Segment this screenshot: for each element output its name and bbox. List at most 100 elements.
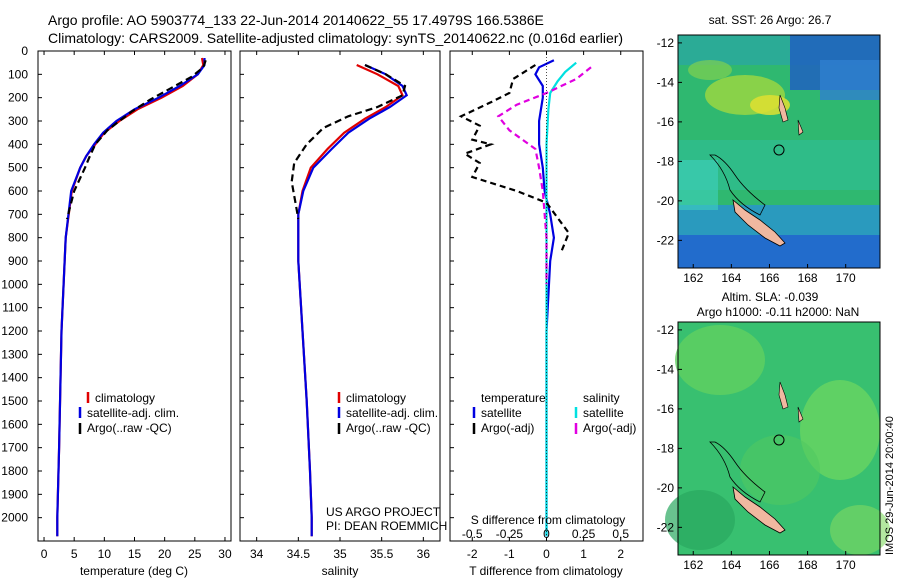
map-lon-label: 170 [836,558,856,572]
map-lat-label: -22 [657,233,675,247]
legend-climatology: climatology [95,391,155,405]
map-lat-label: -20 [657,194,675,208]
legend-argo: Argo(..raw -QC) [87,421,172,435]
series-line-satellite-adj-clim- [56,58,206,537]
x-tick-label: 35 [333,547,347,561]
legend-argo-s: Argo(..raw -QC) [346,421,431,435]
x-tick-label: 20 [158,547,172,561]
title-line-2: Climatology: CARS2009. Satellite-adjuste… [48,30,624,46]
map-lat-label: -12 [657,36,675,50]
series-line-argo-raw-qc- [65,59,207,220]
map-lon-label: 168 [798,558,818,572]
imos-timestamp: IMOS 29-Jun-2014 20:00:40 [884,416,896,555]
map-lat-label: -14 [657,362,675,376]
difference-xlabel: T difference from climatology [469,564,623,578]
x-tick-label: 35.5 [370,547,394,561]
sla-map [665,321,890,556]
x-tick-label: 34.5 [287,547,311,561]
map-lon-label: 166 [759,558,779,572]
legend-temperature-title: temperature [481,391,546,405]
map-lon-label: 164 [721,271,741,285]
depth-tick-label: 1200 [1,324,28,338]
map-lon-label: 170 [836,271,856,285]
depth-tick-label: 500 [8,161,28,175]
legend-t-argo: Argo(-adj) [481,421,534,435]
x-tick-label: 25 [188,547,202,561]
legend-satellite-clim-s: satellite-adj. clim. [346,406,438,420]
salinity-panel [239,50,441,542]
sst-map [677,34,881,269]
legend-satellite-clim: satellite-adj. clim. [87,406,179,420]
map-lon-label: 168 [798,271,818,285]
map-lon-label: 162 [683,558,703,572]
legend-s-satellite: satellite [583,406,624,420]
salinity-legend: climatology satellite-adj. clim. Argo(..… [337,391,438,435]
sla-map-axes: 162 164 166 168 170 -12 -14 -16 -18 -20 -22 [657,323,856,572]
depth-tick-label: 1300 [1,347,28,361]
depth-tick-label: 1800 [1,464,28,478]
series-line-argo-raw-qc- [290,63,407,220]
depth-tick-label: 2000 [1,511,28,525]
depth-tick-label: 1500 [1,394,28,408]
map-lat-label: -20 [657,481,675,495]
depth-tick-label: 1900 [1,487,28,501]
s-tick-label: -0.25 [496,527,524,541]
depth-tick-label: 1700 [1,441,28,455]
difference-xlabel-top: S difference from climatology [471,513,626,527]
pi-label: PI: DEAN ROEMMICH [326,519,447,533]
map-lat-label: -16 [657,115,675,129]
sla-map-title-1: Altim. SLA: -0.039 [722,290,819,304]
temperature-legend: climatology satellite-adj. clim. Argo(..… [78,391,179,435]
temperature-x-axis: 0 5 10 15 20 25 30 [41,51,232,561]
depth-tick-label: 1100 [2,301,28,315]
salinity-x-axis: 34 34.5 35 35.5 36 [250,51,430,561]
map-lon-label: 162 [683,271,703,285]
depth-tick-label: 200 [8,91,28,105]
sst-map-title: sat. SST: 26 Argo: 26.7 [709,13,832,27]
depth-tick-label: 0 [21,44,28,58]
depth-tick-label: 300 [8,114,28,128]
difference-legend: temperature salinity satellite Argo(-adj… [472,391,636,435]
depth-tick-label: 900 [8,254,28,268]
map-lat-label: -18 [657,154,675,168]
temperature-xlabel: temperature (deg C) [80,564,188,578]
temperature-panel [37,50,232,542]
x-tick-label: 10 [98,547,112,561]
legend-climatology-s: climatology [346,391,406,405]
sst-map-axes: 162 164 166 168 170 -12 -14 -16 -18 -20 -22 [657,36,856,285]
x-tick-label: -1 [504,547,515,561]
sla-map-title-2: Argo h1000: -0.11 h2000: NaN [697,305,860,319]
map-lon-label: 166 [759,271,779,285]
x-tick-label: 1 [580,547,587,561]
map-lat-label: -22 [657,520,675,534]
x-tick-label: 0 [543,547,550,561]
temperature-series [56,57,207,537]
map-lat-label: -18 [657,441,675,455]
depth-tick-label: 600 [8,184,28,198]
x-tick-label: -2 [467,547,478,561]
depth-tick-label: 100 [8,67,28,81]
depth-tick-label: 1400 [1,371,28,385]
title-line-1: Argo profile: AO 5903774_133 22-Jun-2014… [48,12,544,28]
x-tick-label: 2 [617,547,624,561]
x-tick-label: 30 [218,547,232,561]
map-lat-label: -14 [657,75,675,89]
map-lon-label: 164 [721,558,741,572]
depth-tick-label: 1000 [1,277,28,291]
depth-tick-label: 1600 [1,417,28,431]
x-tick-label: 0 [41,547,48,561]
salinity-series [290,63,409,537]
series-line-t-argo-adj- [458,64,571,253]
s-tick-label: -0.5 [462,527,483,541]
legend-s-argo: Argo(-adj) [583,421,636,435]
depth-tick-label: 400 [8,137,28,151]
series-line-t-satellite [534,59,556,537]
x-tick-label: 15 [128,547,142,561]
depth-tick-label: 800 [8,231,28,245]
x-tick-label: 36 [417,547,431,561]
project-label: US ARGO PROJECT [326,505,441,519]
s-tick-label: 0.25 [572,527,596,541]
legend-salinity-title: salinity [583,391,620,405]
s-tick-label: 0.5 [612,527,629,541]
